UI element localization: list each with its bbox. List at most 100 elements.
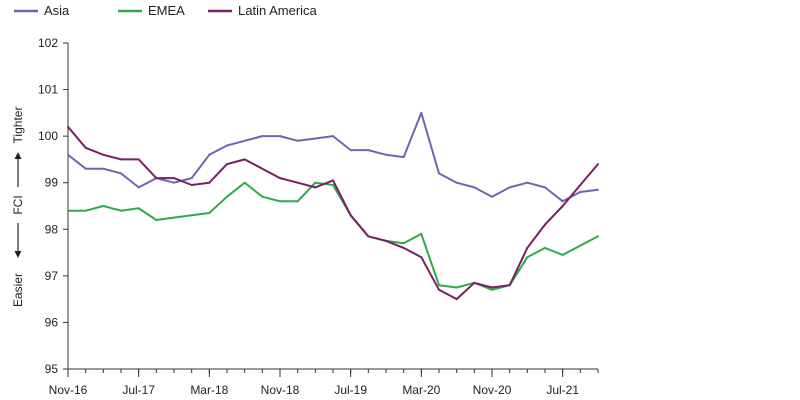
data-point-emea [597,235,599,238]
y-tick-label-100: 100 [38,129,58,143]
data-point-asia [226,144,228,147]
data-point-latin-america [579,184,582,187]
data-point-latin-america [137,158,140,161]
data-point-latin-america [261,167,264,170]
data-point-asia [243,139,246,142]
legend: Asia EMEA Latin America [14,3,318,18]
y-label-top: Tighter [11,107,25,144]
data-point-emea [296,200,299,203]
data-point-emea [190,214,193,217]
x-tick-label-jul-19: Jul-19 [334,383,367,397]
data-point-latin-america [84,146,87,149]
data-point-latin-america [314,186,317,189]
data-point-asia [102,167,105,170]
x-tick-label-jul-17: Jul-17 [122,383,155,397]
y-axis: 95 96 97 98 99 100 101 102 [38,36,69,376]
data-point-emea [279,200,281,203]
data-point-emea [402,242,405,245]
data-point-asia [367,149,370,152]
y-label-middle: FCI [11,195,25,214]
data-point-latin-america [402,246,405,249]
data-point-latin-america [332,179,334,182]
data-point-latin-america [455,298,458,301]
data-point-asia [473,186,476,189]
data-point-asia [597,188,599,191]
y-tick-label-96: 96 [45,315,59,329]
data-point-latin-america [173,177,175,180]
data-point-asia [402,156,405,159]
data-point-emea [226,195,228,198]
x-tick-label-jul-21: Jul-21 [546,383,579,397]
x-axis: Nov-16 Jul-17 Mar-18 Nov-18 Jul-19 Mar-20 Nov-… [49,368,599,397]
data-point-latin-america [420,256,423,259]
data-point-asia [314,137,317,140]
data-point-emea [261,195,264,198]
data-point-asia [349,149,352,152]
y-tick-label-98: 98 [45,222,59,236]
data-point-asia [120,172,122,175]
data-point-emea [455,286,458,289]
data-point-asia [491,195,493,198]
data-point-emea [314,181,317,184]
x-tick-label-mar-20: Mar-20 [402,383,440,397]
data-point-emea [561,253,564,256]
data-point-latin-america [102,153,105,156]
data-point-emea [120,209,122,212]
data-point-asia [296,139,299,142]
data-point-latin-america [473,281,476,284]
legend-label-asia: Asia [44,3,70,18]
data-point-latin-america [561,205,564,207]
data-point-emea [544,246,546,249]
data-point-asia [261,135,264,138]
data-point-latin-america [508,284,511,287]
y-tick-label-102: 102 [38,36,58,50]
y-label-bottom: Easier [11,273,25,307]
data-point-emea [491,288,493,291]
data-point-asia [561,200,564,203]
data-point-emea [155,218,158,221]
data-point-emea [84,209,87,212]
y-tick-label-99: 99 [45,176,59,190]
data-point-asia [420,111,423,114]
x-tick-label-nov-18: Nov-18 [261,383,300,397]
data-point-emea [332,184,334,187]
y-axis-label: Easier FCI Tighter [11,107,25,307]
data-point-latin-america [597,163,599,166]
data-point-asia [579,191,582,194]
legend-label-emea: EMEA [148,3,185,18]
data-point-asia [438,172,440,175]
data-point-asia [84,167,87,170]
series-line-emea [68,181,599,291]
data-point-asia [190,177,193,180]
x-tick-label-mar-18: Mar-18 [190,383,228,397]
data-point-asia [208,153,211,156]
data-point-emea [579,244,582,247]
data-point-latin-america [491,286,493,289]
data-point-latin-america [155,177,158,180]
data-point-asia [332,135,334,138]
arrow-easier-icon [14,251,22,258]
data-point-emea [67,209,69,212]
data-point-latin-america [367,235,370,238]
y-tick-label-95: 95 [45,362,59,376]
data-point-asia [67,153,69,156]
data-point-emea [526,256,529,259]
data-point-emea [438,284,440,287]
data-point-emea [102,205,105,207]
series-lines [67,111,599,301]
data-point-emea [420,232,423,235]
data-point-latin-america [243,158,246,161]
data-point-latin-america [190,184,193,187]
arrow-tighter-icon [14,152,22,159]
data-point-asia [279,135,281,138]
data-point-asia [508,186,511,189]
data-point-asia [137,186,140,189]
y-tick-label-101: 101 [38,83,58,97]
data-point-latin-america [526,246,529,249]
data-point-asia [385,153,387,156]
data-point-emea [173,216,175,219]
data-point-emea [208,211,211,214]
data-point-latin-america [279,177,281,180]
data-point-emea [243,181,246,184]
